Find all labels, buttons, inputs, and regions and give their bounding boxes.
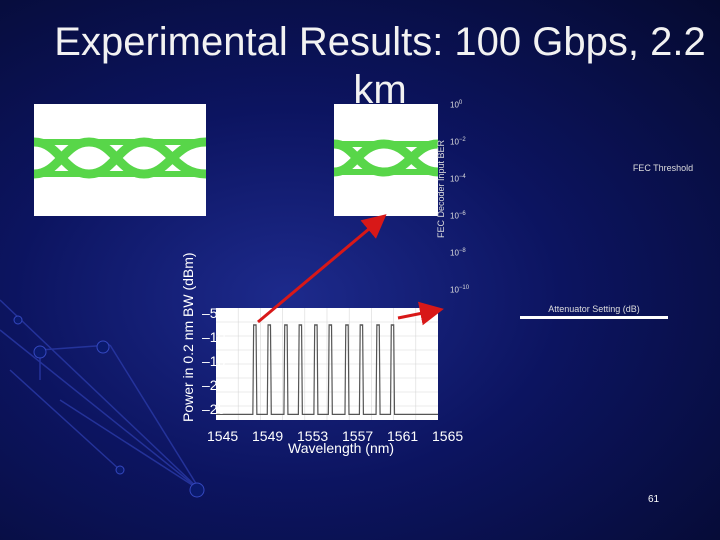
spectrum-ytick-label: –20 <box>202 377 226 393</box>
spectrum-ytick-label: –5 <box>202 305 218 321</box>
callout-arrow <box>397 301 444 326</box>
spectrum-trace <box>216 324 438 415</box>
eye-diagram-2-trace <box>334 139 438 177</box>
spectrum-ytick-label: –10 <box>202 329 226 345</box>
spectrum-ytick-label: –25 <box>202 401 226 417</box>
spectrum-xtick-label: 1545 <box>207 428 239 444</box>
ber-tick-label: 10−6 <box>450 211 466 221</box>
spectrum-xtick-label: 1549 <box>252 428 284 444</box>
spectrum-xtick-label: 1565 <box>432 428 464 444</box>
fec-threshold-label: FEC Threshold <box>632 163 694 173</box>
ber-tick-label: 10−8 <box>450 248 466 258</box>
attenuator-axis-line <box>520 316 668 319</box>
ber-tick-label: 10−4 <box>450 174 466 184</box>
spectrum-xtick-label: 1553 <box>297 428 329 444</box>
eye-diagram-2 <box>334 104 438 216</box>
attenuator-axis-label: Attenuator Setting (dB) <box>548 304 640 314</box>
ber-tick-label: 10−2 <box>450 137 466 147</box>
spectrum-xlabel: Wavelength (nm) <box>288 440 395 456</box>
spectrum-xtick-label: 1561 <box>387 428 419 444</box>
eye-diagram-1-trace <box>34 137 206 179</box>
ber-tick-label: 100 <box>450 100 463 110</box>
callout-arrow <box>257 214 387 324</box>
spectrum-ytick-label: –15 <box>202 353 226 369</box>
spectrum-ylabel: Power in 0.2 nm BW (dBm) <box>180 252 196 422</box>
eye-diagram-1 <box>34 104 206 216</box>
page-number: 61 <box>648 494 660 505</box>
spectrum-xtick-label: 1557 <box>342 428 374 444</box>
ber-tick-label: 10−10 <box>450 285 470 295</box>
slide-title: Experimental Results: 100 Gbps, 2.2 km <box>54 20 706 112</box>
